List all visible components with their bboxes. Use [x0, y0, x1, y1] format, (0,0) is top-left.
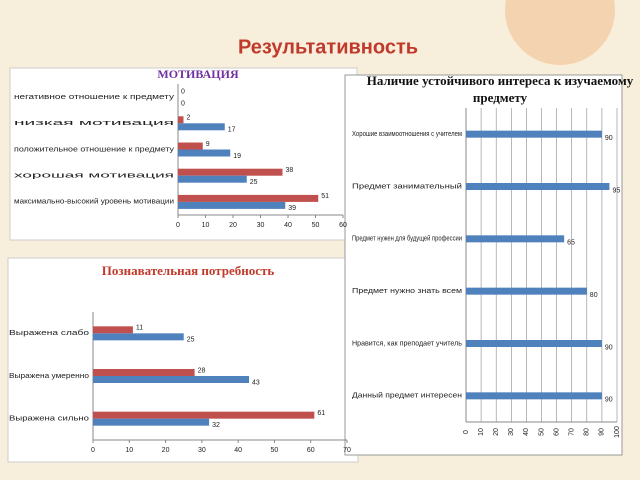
x-tick-label: 20: [162, 447, 170, 454]
y-tick-label: Выражена сильно: [9, 416, 89, 423]
bar: [178, 175, 247, 183]
value-label: 90: [605, 135, 613, 142]
value-label: 0: [181, 88, 185, 95]
value-label: 25: [250, 179, 258, 186]
value-label: 95: [612, 187, 620, 194]
x-tick-label: 60: [307, 447, 315, 454]
value-label: 65: [567, 240, 575, 247]
value-label: 38: [286, 167, 294, 174]
x-tick-label: 70: [569, 428, 576, 436]
x-tick-label: 30: [508, 428, 515, 436]
x-tick-label: 70: [343, 447, 351, 454]
value-label: 0: [181, 100, 185, 107]
bar: [178, 168, 283, 176]
bar: [178, 142, 203, 150]
x-tick-label: 100: [614, 426, 621, 438]
bar: [93, 376, 250, 383]
value-label: 80: [590, 292, 598, 299]
bar: [93, 418, 210, 426]
x-tick-label: 0: [463, 430, 470, 434]
chart-title: МОТИВАЦИЯ: [157, 67, 239, 81]
value-label: 90: [605, 397, 613, 404]
x-tick-label: 0: [91, 447, 95, 454]
value-label: 61: [317, 410, 325, 417]
value-label: 2: [187, 115, 191, 122]
bar: [466, 235, 565, 243]
value-label: 19: [233, 153, 241, 160]
x-tick-label: 10: [125, 447, 133, 454]
y-tick-label: хорошая мотивация: [14, 173, 174, 180]
bar: [93, 411, 315, 419]
x-tick-label: 50: [538, 428, 545, 436]
bar: [178, 116, 184, 124]
x-tick-label: 50: [271, 447, 279, 454]
chart-title: Познавательная потребность: [102, 263, 275, 278]
value-label: 51: [321, 193, 329, 200]
value-label: 28: [198, 367, 206, 374]
chart-box: [344, 74, 623, 456]
y-tick-label: Нравится, как преподает учитель: [352, 340, 462, 347]
x-tick-label: 40: [234, 447, 242, 454]
x-tick-label: 40: [523, 428, 530, 436]
value-label: 25: [187, 337, 195, 344]
x-tick-label: 60: [553, 428, 560, 436]
bar: [178, 149, 231, 157]
bar: [466, 287, 587, 295]
y-tick-label: Предмет нужен для будущей профессии: [352, 235, 462, 243]
x-tick-label: 10: [478, 428, 485, 436]
slide-title: Результативность: [238, 36, 418, 58]
y-tick-label: Выражена слабо: [9, 329, 89, 337]
y-tick-label: негативное отношение к предмету: [14, 94, 175, 101]
x-tick-label: 80: [584, 428, 591, 436]
bar: [466, 340, 602, 347]
value-label: 32: [212, 422, 220, 429]
x-tick-label: 20: [493, 428, 500, 436]
value-label: 17: [228, 127, 236, 134]
chart-title: Наличие устойчивого интереса к изучаемом…: [366, 73, 634, 105]
value-label: 9: [206, 141, 210, 148]
x-tick-label: 40: [284, 222, 292, 229]
y-tick-label: Предмет занимательный: [352, 182, 462, 190]
bar: [466, 392, 602, 400]
x-tick-label: 90: [599, 428, 606, 436]
bar: [178, 194, 319, 202]
y-tick-label: Данный предмет интересен: [352, 392, 462, 400]
value-label: 11: [136, 325, 143, 332]
chart-box: [7, 257, 359, 463]
x-tick-label: 50: [312, 222, 320, 229]
value-label: 90: [605, 344, 613, 351]
value-label: 43: [252, 379, 260, 386]
x-tick-label: 10: [202, 222, 210, 229]
x-tick-label: 30: [198, 447, 206, 454]
bar: [178, 201, 286, 209]
bar: [466, 183, 610, 190]
x-tick-label: 30: [257, 222, 265, 229]
bar: [93, 369, 195, 376]
bar: [178, 123, 225, 131]
y-tick-label: положительное отношение к предмету: [14, 146, 175, 153]
bar: [93, 326, 133, 334]
y-tick-label: максимально-высокий уровень мотивации: [14, 198, 174, 206]
y-tick-label: Предмет нужно знать всем: [352, 288, 462, 295]
y-tick-label: низкая мотивация: [14, 120, 175, 127]
x-tick-label: 0: [176, 222, 180, 229]
decoration: [505, 0, 615, 65]
bar: [93, 333, 184, 341]
value-label: 39: [288, 205, 296, 212]
bar: [466, 130, 602, 138]
x-tick-label: 20: [229, 222, 237, 229]
x-tick-label: 60: [339, 222, 347, 229]
y-tick-label: Выражена умеренно: [9, 373, 89, 380]
y-tick-label: Хорошие взаимоотношения с учителем: [352, 131, 462, 138]
